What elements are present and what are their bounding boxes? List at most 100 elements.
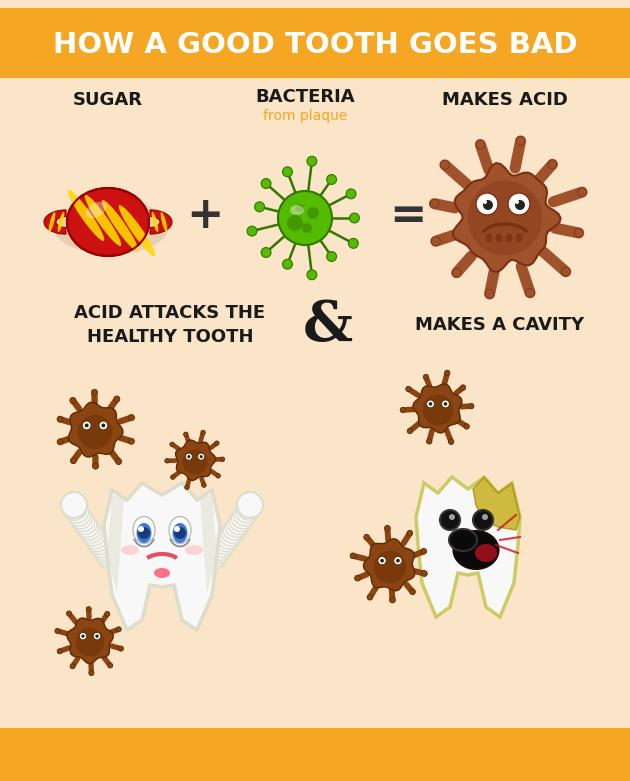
Ellipse shape [85,195,121,246]
Circle shape [445,370,450,376]
Circle shape [81,634,84,638]
Ellipse shape [169,516,191,544]
Ellipse shape [81,525,103,543]
Circle shape [108,663,113,668]
Polygon shape [104,483,220,630]
Ellipse shape [225,519,247,537]
Ellipse shape [118,205,155,256]
Circle shape [394,557,402,565]
Circle shape [95,634,99,638]
Text: HOW A GOOD TOOTH GOES BAD: HOW A GOOD TOOTH GOES BAD [53,31,577,59]
Ellipse shape [475,544,497,562]
Ellipse shape [99,551,121,569]
Circle shape [70,398,76,404]
Ellipse shape [93,542,115,560]
Ellipse shape [73,513,94,532]
Text: from plaque: from plaque [263,109,347,123]
Ellipse shape [221,525,243,543]
Polygon shape [200,495,217,593]
Circle shape [384,526,390,531]
Circle shape [400,407,406,412]
Ellipse shape [75,516,97,534]
Ellipse shape [486,234,493,242]
Circle shape [216,473,220,478]
Ellipse shape [49,212,55,232]
Ellipse shape [505,234,512,242]
Circle shape [78,415,112,449]
Circle shape [118,646,123,651]
Ellipse shape [69,507,91,526]
Ellipse shape [152,212,158,232]
Ellipse shape [58,212,64,232]
Circle shape [367,594,373,600]
Circle shape [389,597,396,603]
Ellipse shape [68,190,104,241]
Ellipse shape [454,531,498,569]
Circle shape [350,553,356,558]
Polygon shape [473,477,520,530]
Ellipse shape [238,501,259,520]
Ellipse shape [77,519,99,537]
Ellipse shape [66,501,86,520]
Ellipse shape [449,529,477,551]
Ellipse shape [185,545,203,555]
Polygon shape [413,384,462,433]
Circle shape [129,438,134,444]
Ellipse shape [67,505,89,523]
Circle shape [183,432,188,437]
Circle shape [307,207,319,219]
Circle shape [116,627,121,632]
Polygon shape [453,163,561,272]
Ellipse shape [227,516,249,534]
Circle shape [138,527,150,539]
Circle shape [449,514,455,520]
Circle shape [66,611,72,616]
Circle shape [346,189,356,199]
Circle shape [105,612,110,616]
Circle shape [215,441,219,445]
Circle shape [202,483,206,487]
Circle shape [71,458,76,464]
Ellipse shape [496,234,503,242]
Circle shape [57,439,63,445]
Ellipse shape [87,533,109,551]
Ellipse shape [173,523,188,543]
Polygon shape [364,539,415,591]
Polygon shape [150,210,172,234]
Circle shape [237,492,263,518]
Ellipse shape [205,548,227,566]
Circle shape [449,439,454,444]
Text: &: & [303,298,353,352]
Circle shape [282,259,292,269]
Circle shape [476,193,498,215]
Text: MAKES A CAVITY: MAKES A CAVITY [415,316,585,334]
FancyBboxPatch shape [0,728,630,781]
Ellipse shape [229,513,251,532]
Circle shape [185,453,192,460]
Ellipse shape [86,201,106,218]
Circle shape [83,421,91,430]
Polygon shape [416,477,520,617]
Circle shape [201,430,205,435]
Ellipse shape [64,498,84,517]
Circle shape [461,385,466,390]
Circle shape [296,204,304,212]
Ellipse shape [207,545,229,563]
Ellipse shape [83,528,105,546]
Circle shape [261,248,271,258]
Ellipse shape [71,510,93,529]
Circle shape [247,226,257,236]
Circle shape [171,475,175,480]
Ellipse shape [102,200,138,251]
Circle shape [575,229,583,237]
Circle shape [525,288,534,298]
Polygon shape [69,402,123,457]
Circle shape [483,200,493,210]
Text: ACID ATTACKS THE
HEALTHY TOOTH: ACID ATTACKS THE HEALTHY TOOTH [74,305,266,346]
Circle shape [220,457,225,462]
Circle shape [99,421,108,430]
Circle shape [410,589,415,594]
Ellipse shape [91,540,113,558]
Ellipse shape [233,507,255,526]
Circle shape [114,396,120,402]
